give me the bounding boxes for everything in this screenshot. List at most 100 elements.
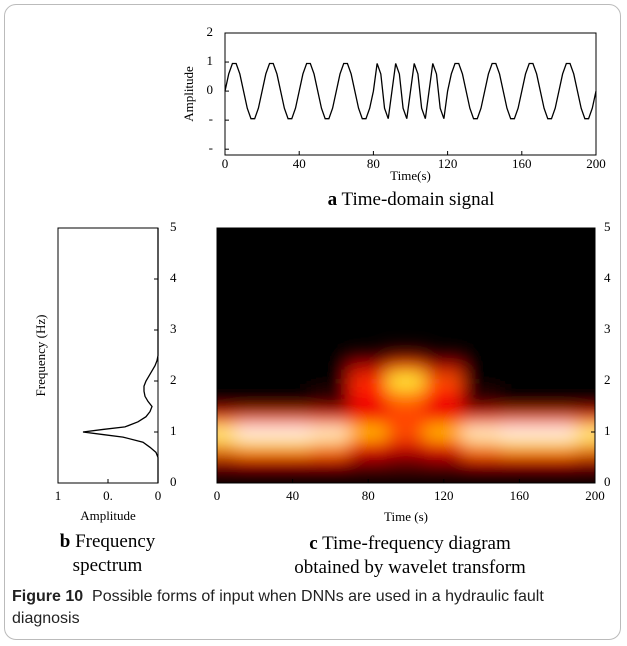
heatmap-cell bbox=[424, 450, 464, 465]
heatmap-cell bbox=[462, 348, 501, 363]
heatmap bbox=[217, 228, 595, 483]
heatmap-cell bbox=[575, 438, 595, 452]
heatmap-cell bbox=[311, 348, 350, 363]
heatmap-cell bbox=[217, 425, 237, 439]
heatmap-cell bbox=[500, 450, 539, 465]
heatmap-cell bbox=[500, 387, 539, 401]
x-tick-label: 160 bbox=[512, 156, 532, 171]
heatmap-cell bbox=[462, 374, 501, 388]
y-tick-label: 1 bbox=[170, 423, 177, 438]
y-axis-label: Amplitude bbox=[181, 66, 196, 122]
figure-label: Figure 10 bbox=[12, 588, 84, 605]
heatmap-cell bbox=[386, 374, 426, 388]
heatmap-cell bbox=[537, 463, 577, 477]
heatmap-cell bbox=[235, 387, 275, 401]
heatmap-cell bbox=[500, 425, 539, 439]
heatmap-cell bbox=[424, 374, 464, 388]
heatmap-cell bbox=[500, 348, 539, 363]
heatmap-cell bbox=[348, 438, 388, 452]
x-tick-label: 1 bbox=[55, 488, 62, 503]
heatmap-cell bbox=[537, 412, 577, 426]
heatmap-cell bbox=[273, 450, 312, 465]
heatmap-cell bbox=[311, 412, 350, 426]
heatmap-cell bbox=[424, 399, 464, 414]
heatmap-cell bbox=[424, 361, 464, 375]
charts: 0 40 80 120 160 200210--Time(s)Amplitude01234… bbox=[33, 24, 611, 524]
heatmap-cell bbox=[273, 374, 312, 388]
x-tick-label: 80 bbox=[362, 488, 375, 503]
heatmap-cell bbox=[386, 450, 426, 465]
heatmap-cell bbox=[273, 399, 312, 414]
heatmap-cell bbox=[273, 348, 312, 363]
heatmap-cell bbox=[537, 387, 577, 401]
heatmap-cell bbox=[348, 374, 388, 388]
x-tick-label: 200 bbox=[585, 488, 605, 503]
subcaption-text: Time-domain signal bbox=[341, 189, 495, 210]
subcaption-b: b Frequency spectrum bbox=[40, 530, 175, 578]
heatmap-cell bbox=[424, 463, 464, 477]
heatmap-cell bbox=[273, 361, 312, 375]
y-tick-label: 3 bbox=[604, 321, 611, 336]
heatmap-cell bbox=[235, 361, 275, 375]
subcaption-label: a bbox=[327, 189, 338, 210]
heatmap-cell bbox=[386, 463, 426, 477]
heatmap-cell bbox=[537, 348, 577, 363]
y-tick-label: 2 bbox=[604, 372, 611, 387]
heatmap-cell bbox=[500, 438, 539, 452]
x-tick-label: 0 bbox=[155, 488, 162, 503]
heatmap-cell bbox=[311, 374, 350, 388]
heatmap-cell bbox=[575, 374, 595, 388]
heatmap-cell bbox=[500, 399, 539, 414]
x-tick-label: 0 bbox=[214, 488, 221, 503]
heatmap-cell bbox=[537, 361, 577, 375]
heatmap-cell bbox=[217, 399, 237, 414]
y-axis-label: Frequency (Hz) bbox=[33, 315, 48, 397]
heatmap-cell bbox=[348, 399, 388, 414]
heatmap-cell bbox=[462, 361, 501, 375]
y-tick-label: 5 bbox=[170, 219, 177, 234]
heatmap-cell bbox=[273, 438, 312, 452]
heatmap-cell bbox=[424, 387, 464, 401]
x-tick-label: 120 bbox=[438, 156, 458, 171]
heatmap-cell bbox=[235, 348, 275, 363]
y-tick-label: 1 bbox=[207, 53, 214, 68]
x-tick-label: 160 bbox=[510, 488, 530, 503]
heatmap-cell bbox=[348, 348, 388, 363]
heatmap-cell bbox=[462, 399, 501, 414]
subcaption-c: c Time-frequency diagram obtained by wav… bbox=[275, 532, 545, 580]
heatmap-cell bbox=[424, 412, 464, 426]
x-tick-label: 40 bbox=[293, 156, 306, 171]
heatmap-cell bbox=[311, 438, 350, 452]
subcaption-a: a Time-domain signal bbox=[261, 188, 561, 212]
heatmap-cell bbox=[386, 425, 426, 439]
heatmap-cell bbox=[217, 387, 237, 401]
heatmap-cell bbox=[575, 387, 595, 401]
plot-frame bbox=[224, 32, 597, 156]
heatmap-cell bbox=[217, 412, 237, 426]
heatmap-cell bbox=[273, 387, 312, 401]
heatmap-cell bbox=[537, 399, 577, 414]
heatmap-cell bbox=[348, 425, 388, 439]
y-tick-label: - bbox=[209, 140, 213, 155]
figure-border bbox=[4, 4, 621, 640]
heatmap-cell bbox=[311, 399, 350, 414]
heatmap-cell bbox=[348, 463, 388, 477]
heatmap-cell bbox=[462, 425, 501, 439]
heatmap-cell bbox=[235, 399, 275, 414]
x-axis-label: Time (s) bbox=[384, 509, 428, 524]
subcaption-label: b bbox=[59, 531, 71, 552]
heatmap-cell bbox=[217, 450, 237, 465]
heatmap-cell bbox=[235, 374, 275, 388]
heatmap-cell bbox=[217, 361, 237, 375]
heatmap-cell bbox=[348, 412, 388, 426]
heatmap-cell bbox=[348, 450, 388, 465]
heatmap-cell bbox=[311, 463, 350, 477]
heatmap-cell bbox=[500, 412, 539, 426]
figure-caption-text: Possible forms of input when DNNs are us… bbox=[12, 588, 544, 627]
subcaption-text: Time-frequency diagram obtained by wavel… bbox=[294, 533, 526, 578]
heatmap-cell bbox=[537, 425, 577, 439]
heatmap-cell bbox=[273, 463, 312, 477]
x-tick-label: 0. bbox=[103, 488, 113, 503]
heatmap-cell bbox=[311, 387, 350, 401]
heatmap-cell bbox=[575, 412, 595, 426]
